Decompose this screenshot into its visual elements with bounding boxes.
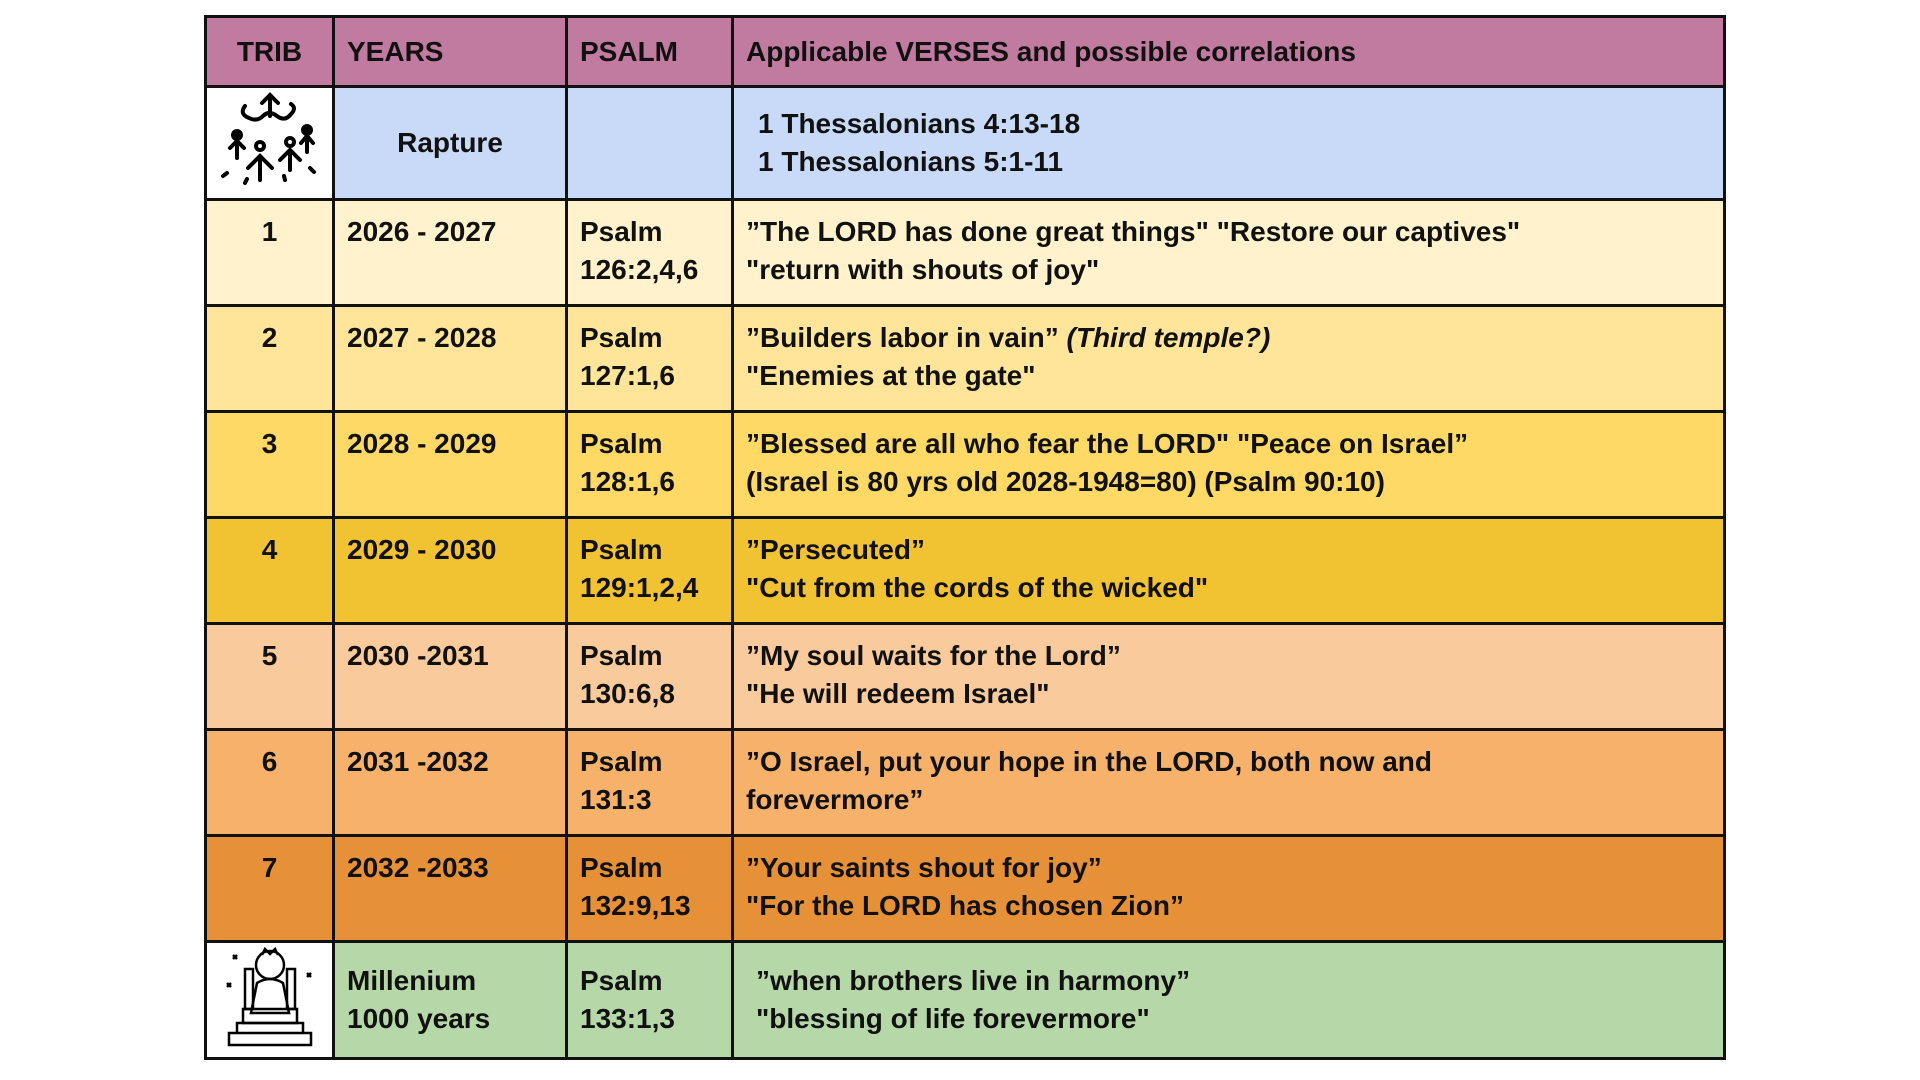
rapture-row: Rapture 1 Thessalonians 4:13-18 1 Thessa… [204,85,1726,201]
verse-note: (Third temple?) [1066,322,1271,353]
verse-line: ”O Israel, put your hope in the LORD, bo… [746,743,1711,781]
verses: ”Builders labor in vain” (Third temple?)… [731,304,1726,413]
trib-row: 4 2029 - 2030 Psalm 129:1,2,4 ”Persecuted” "C… [204,516,1726,625]
years: 2028 - 2029 [332,410,568,519]
verse-line: "He will redeem Israel" [746,678,1050,709]
psalm-ref: 126:2,4,6 [580,254,699,285]
psalm: Psalm 132:9,13 [565,834,734,943]
verse-text: ”Persecuted” [746,534,925,565]
psalm-ref: 130:6,8 [580,678,675,709]
psalm-ref: 133:1,3 [580,1003,675,1034]
psalm-ref: 131:3 [580,784,652,815]
millenium-verses: ”when brothers live in harmony” "blessin… [731,940,1726,1060]
psalm-ref: 132:9,13 [580,890,691,921]
millenium-row: Millenium 1000 years Psalm 133:1,3 ”when… [204,940,1726,1060]
trib-row: 1 2026 - 2027 Psalm 126:2,4,6 ”The LORD has … [204,198,1726,307]
psalm-label: Psalm [580,852,663,883]
years: 2026 - 2027 [332,198,568,307]
throne-icon [204,940,335,1060]
header-years: YEARS [332,15,568,88]
millenium-label: Millenium [347,965,477,996]
psalm-label: Psalm [580,746,663,777]
trib-number: 6 [204,728,335,837]
verses: ”O Israel, put your hope in the LORD, bo… [731,728,1726,837]
psalm-label: Psalm [580,428,663,459]
verse-line: ”Blessed are all who fear the LORD" "Pea… [746,425,1711,463]
verse-line: "For the LORD has chosen Zion” [746,890,1184,921]
verse-text: ”Builders labor in vain” [746,322,1067,353]
verse-line: (Israel is 80 yrs old 2028-1948=80) (Psa… [746,466,1385,497]
psalm-ref: 127:1,6 [580,360,675,391]
verse-line: "Cut from the cords of the wicked" [746,572,1209,603]
verse-line: "Enemies at the gate" [746,360,1036,391]
verse-line: ”The LORD has done great things" "Restor… [746,213,1711,251]
psalm: Psalm 129:1,2,4 [565,516,734,625]
verses: ”Blessed are all who fear the LORD" "Pea… [731,410,1726,519]
trib-row: 7 2032 -2033 Psalm 132:9,13 ”Your saints sho… [204,834,1726,943]
verses: ”Your saints shout for joy” "For the LORD… [731,834,1726,943]
years: 2030 -2031 [332,622,568,731]
psalm-label: Psalm [580,965,663,996]
verses: ”Persecuted” "Cut from the cords of the w… [731,516,1726,625]
header-verses: Applicable VERSES and possible correlati… [731,15,1726,88]
verse-line: 1 Thessalonians 4:13-18 [758,108,1081,139]
verse-line: ”Your saints shout for joy” [746,849,1711,887]
psalm-label: Psalm [580,322,663,353]
years: 2027 - 2028 [332,304,568,413]
psalm-ref: 128:1,6 [580,466,675,497]
trib-row: 3 2028 - 2029 Psalm 128:1,6 ”Blessed are all… [204,410,1726,519]
rapture-label: Rapture [332,85,568,201]
trib-number: 4 [204,516,335,625]
psalm-label: Psalm [580,640,663,671]
verse-text: ”The LORD has done great things" "Restor… [746,216,1521,247]
verse-line: forevermore” [746,784,924,815]
verse-line: "blessing of life forevermore" [756,1003,1150,1034]
trib-number: 3 [204,410,335,519]
trib-number: 5 [204,622,335,731]
trib-number: 7 [204,834,335,943]
verses: ”The LORD has done great things" "Restor… [731,198,1726,307]
trib-number: 1 [204,198,335,307]
millenium-duration: 1000 years [347,1003,491,1034]
trib-row: 5 2030 -2031 Psalm 130:6,8 ”My soul waits fo… [204,622,1726,731]
trib-row: 6 2031 -2032 Psalm 131:3 ”O Israel, put your… [204,728,1726,837]
trib-row: 2 2027 - 2028 Psalm 127:1,6 ”Builders labor … [204,304,1726,413]
verse-text: ”O Israel, put your hope in the LORD, bo… [746,746,1432,777]
psalm: Psalm 126:2,4,6 [565,198,734,307]
years: 2032 -2033 [332,834,568,943]
rapture-psalm [565,85,734,201]
verse-line: "return with shouts of joy" [746,254,1100,285]
psalm: Psalm 130:6,8 [565,622,734,731]
years: 2029 - 2030 [332,516,568,625]
psalm-ref: 129:1,2,4 [580,572,699,603]
millenium-years: Millenium 1000 years [332,940,568,1060]
verse-line: ”Persecuted” [746,531,1711,569]
psalm: Psalm 127:1,6 [565,304,734,413]
header-trib: TRIB [204,15,335,88]
verse-text: ”Blessed are all who fear the LORD" "Pea… [746,428,1469,459]
psalm: Psalm 128:1,6 [565,410,734,519]
header-row: TRIB YEARS PSALM Applicable VERSES and p… [204,15,1726,88]
psalm: Psalm 131:3 [565,728,734,837]
verses: ”My soul waits for the Lord” "He will red… [731,622,1726,731]
verse-line: 1 Thessalonians 5:1-11 [758,146,1064,177]
trib-number: 2 [204,304,335,413]
header-psalm: PSALM [565,15,734,88]
rapture-verses: 1 Thessalonians 4:13-18 1 Thessalonians … [731,85,1726,201]
rapture-icon [204,85,335,201]
tribulation-table: TRIB YEARS PSALM Applicable VERSES and p… [204,15,1726,1060]
verse-line: ”My soul waits for the Lord” [746,637,1711,675]
psalm-label: Psalm [580,216,663,247]
verse-line: ”when brothers live in harmony” [756,965,1191,996]
years: 2031 -2032 [332,728,568,837]
psalm-label: Psalm [580,534,663,565]
verse-text: ”My soul waits for the Lord” [746,640,1121,671]
verse-text: ”Your saints shout for joy” [746,852,1102,883]
verse-line: ”Builders labor in vain” (Third temple?) [746,319,1711,357]
millenium-psalm: Psalm 133:1,3 [565,940,734,1060]
